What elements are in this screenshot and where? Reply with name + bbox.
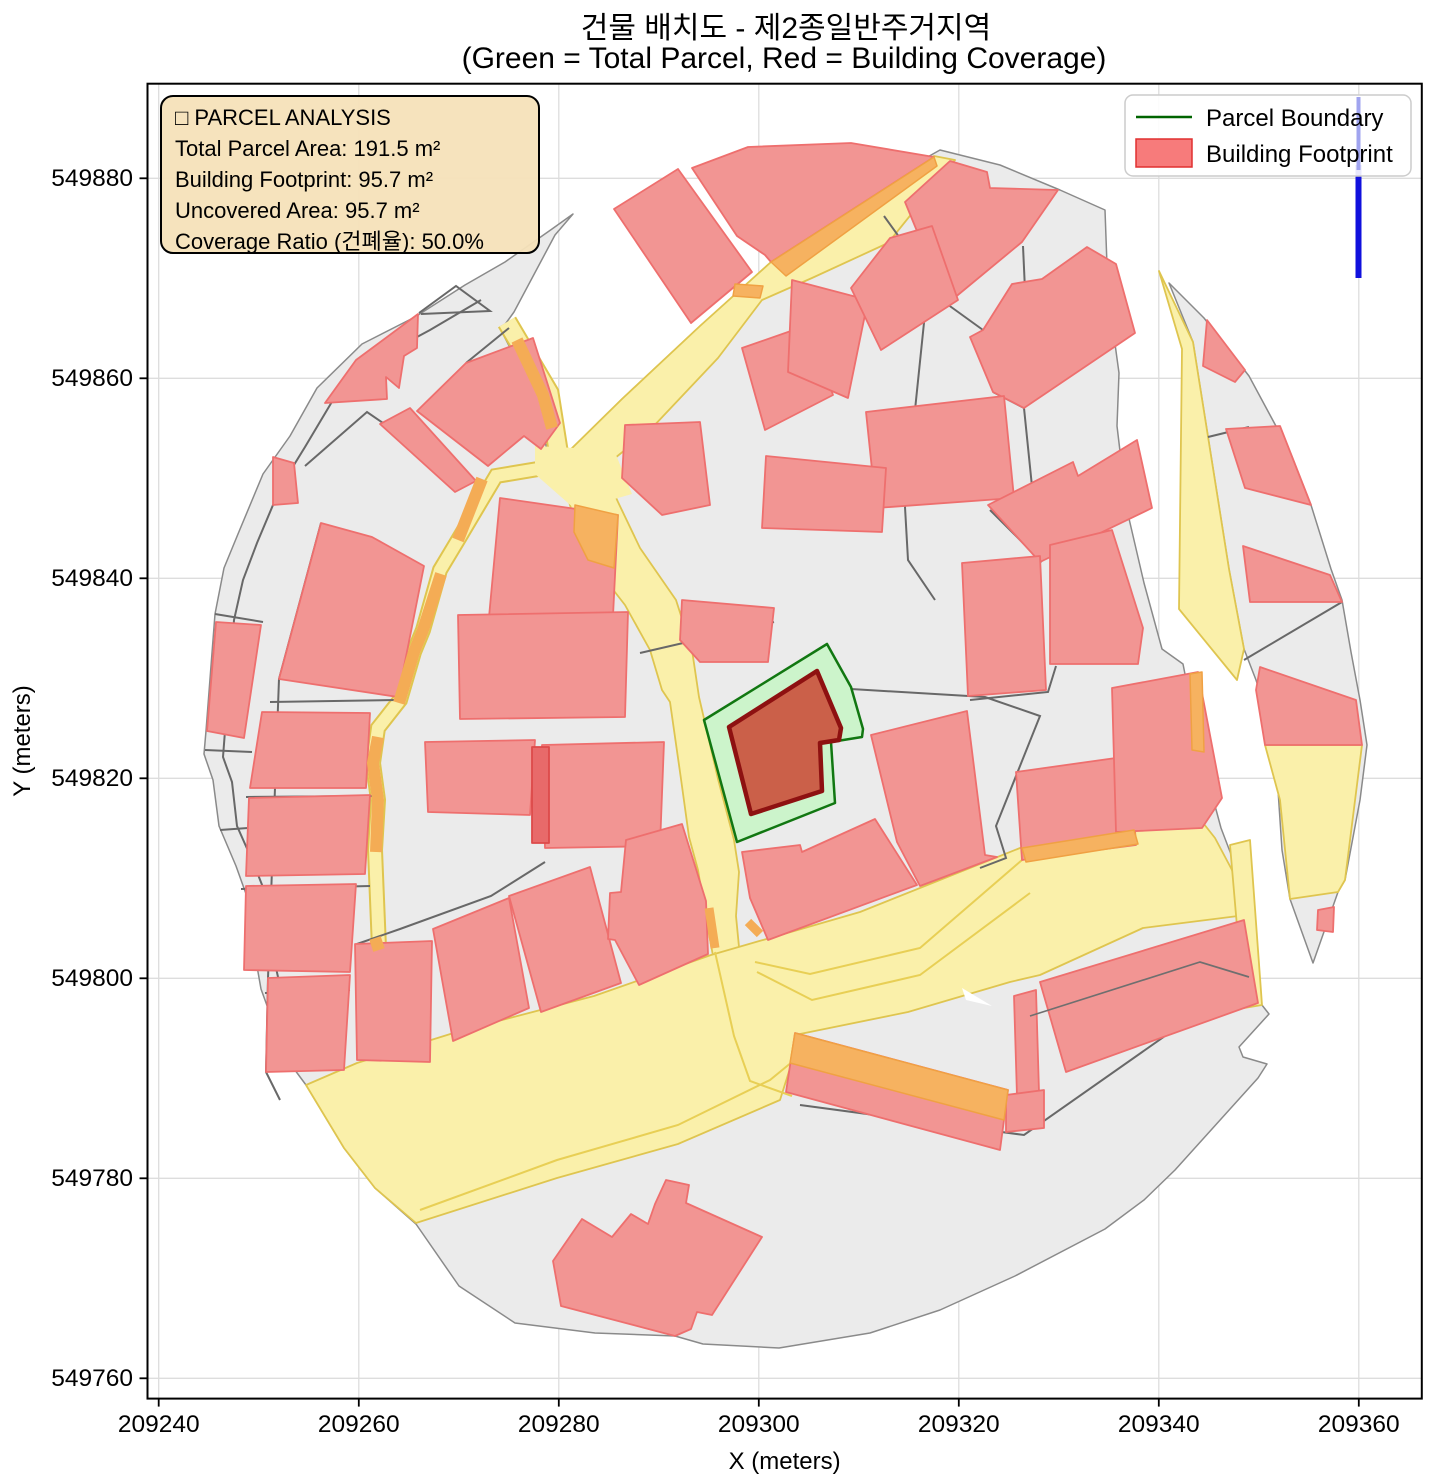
- svg-text:Building Footprint: 95.7 m²: Building Footprint: 95.7 m²: [175, 167, 433, 192]
- svg-text:209260: 209260: [318, 1411, 400, 1438]
- svg-text:□ PARCEL ANALYSIS: □ PARCEL ANALYSIS: [175, 105, 391, 130]
- svg-text:209300: 209300: [718, 1411, 800, 1438]
- svg-text:Parcel Boundary: Parcel Boundary: [1206, 105, 1383, 132]
- svg-text:209320: 209320: [918, 1411, 1000, 1438]
- svg-text:Coverage Ratio (건폐율): 50.0%: Coverage Ratio (건폐율): 50.0%: [175, 229, 484, 254]
- svg-text:549780: 549780: [51, 1165, 133, 1192]
- svg-text:Total Parcel Area: 191.5 m²: Total Parcel Area: 191.5 m²: [175, 136, 440, 161]
- svg-text:(Green = Total Parcel, Red = B: (Green = Total Parcel, Red = Building Co…: [462, 42, 1107, 75]
- svg-text:549820: 549820: [51, 765, 133, 792]
- svg-text:Y (meters): Y (meters): [9, 685, 36, 797]
- svg-text:Uncovered Area: 95.7 m²: Uncovered Area: 95.7 m²: [175, 198, 420, 223]
- svg-text:Building Footprint: Building Footprint: [1206, 141, 1393, 168]
- svg-text:209360: 209360: [1318, 1411, 1400, 1438]
- svg-text:209280: 209280: [518, 1411, 600, 1438]
- svg-text:549860: 549860: [51, 365, 133, 392]
- svg-text:549760: 549760: [51, 1365, 133, 1392]
- svg-text:X (meters): X (meters): [729, 1448, 841, 1475]
- svg-text:549880: 549880: [51, 165, 133, 192]
- svg-text:209240: 209240: [118, 1411, 200, 1438]
- svg-text:549800: 549800: [51, 965, 133, 992]
- svg-text:549840: 549840: [51, 565, 133, 592]
- svg-text:건물 배치도 - 제2종일반주거지역: 건물 배치도 - 제2종일반주거지역: [581, 12, 991, 45]
- svg-text:209340: 209340: [1118, 1411, 1200, 1438]
